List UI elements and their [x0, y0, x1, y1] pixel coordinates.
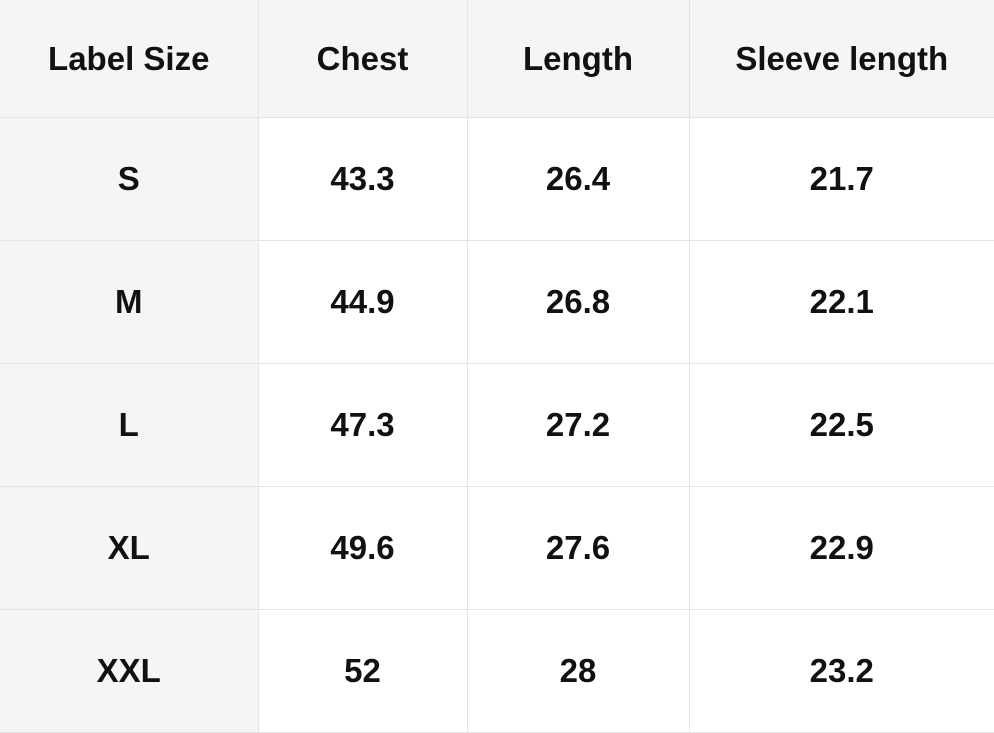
cell-size: S [0, 117, 259, 241]
cell-sleeve-length: 22.1 [688, 240, 994, 364]
cell-sleeve-length: 23.2 [688, 609, 994, 733]
table-row: XXL 52 28 23.2 [0, 609, 994, 733]
cell-length: 26.8 [466, 240, 690, 364]
table-row: M 44.9 26.8 22.1 [0, 240, 994, 364]
cell-chest: 47.3 [257, 363, 468, 487]
cell-size: XL [0, 486, 259, 610]
cell-chest: 43.3 [257, 117, 468, 241]
cell-chest: 44.9 [257, 240, 468, 364]
cell-chest: 49.6 [257, 486, 468, 610]
table-row: XL 49.6 27.6 22.9 [0, 486, 994, 610]
header-row: Label Size Chest Length Sleeve length [0, 0, 994, 118]
table-row: L 47.3 27.2 22.5 [0, 363, 994, 487]
cell-size: L [0, 363, 259, 487]
cell-chest: 52 [257, 609, 468, 733]
cell-length: 26.4 [466, 117, 690, 241]
cell-sleeve-length: 21.7 [688, 117, 994, 241]
cell-sleeve-length: 22.5 [688, 363, 994, 487]
cell-length: 27.6 [466, 486, 690, 610]
header-sleeve-length: Sleeve length [688, 0, 994, 118]
cell-length: 28 [466, 609, 690, 733]
table-row: S 43.3 26.4 21.7 [0, 117, 994, 241]
cell-size: M [0, 240, 259, 364]
header-chest: Chest [257, 0, 468, 118]
header-length: Length [466, 0, 690, 118]
header-label-size: Label Size [0, 0, 259, 118]
cell-sleeve-length: 22.9 [688, 486, 994, 610]
cell-length: 27.2 [466, 363, 690, 487]
cell-size: XXL [0, 609, 259, 733]
